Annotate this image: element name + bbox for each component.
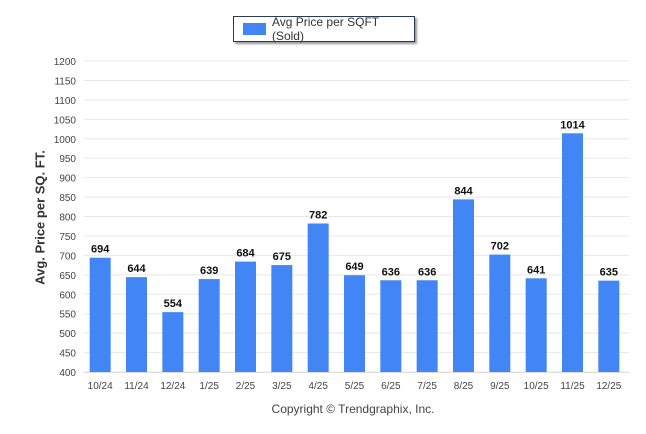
bar <box>344 275 365 372</box>
y-tick-label: 800 <box>59 213 76 224</box>
bar <box>453 199 474 372</box>
data-label: 635 <box>600 267 618 279</box>
data-label: 694 <box>91 244 110 256</box>
y-tick-label: 550 <box>59 310 76 321</box>
y-tick-label: 1200 <box>54 57 77 68</box>
y-axis-label: Avg. Price per SQ. FT. <box>32 150 48 285</box>
y-tick-label: 600 <box>59 290 76 301</box>
bar <box>307 223 329 372</box>
x-tick-label: 10/24 <box>88 381 113 392</box>
data-label: 554 <box>164 298 183 310</box>
y-tick-label: 1000 <box>54 135 77 146</box>
y-tick-label: 1100 <box>54 96 76 107</box>
x-tick-label: 1/25 <box>199 381 219 392</box>
x-tick-label: 8/25 <box>454 381 474 392</box>
legend-swatch <box>243 23 266 35</box>
data-label: 641 <box>527 264 545 276</box>
legend: Avg Price per SQFT (Sold) <box>233 15 415 43</box>
y-tick-label: 1050 <box>54 115 77 126</box>
x-tick-label: 5/25 <box>345 381 365 392</box>
data-label: 649 <box>345 261 363 273</box>
y-tick-label: 1150 <box>54 76 76 87</box>
bar <box>271 265 293 372</box>
bar <box>489 254 511 372</box>
data-label: 1014 <box>560 119 585 131</box>
x-tick-label: 4/25 <box>308 381 328 392</box>
y-tick-label: 950 <box>59 154 76 165</box>
y-tick-label: 750 <box>59 232 76 243</box>
legend-label: Avg Price per SQFT (Sold) <box>271 15 379 43</box>
y-tick-label: 450 <box>59 349 76 360</box>
bar <box>235 261 256 372</box>
y-tick-label: 650 <box>59 271 76 282</box>
y-tick-label: 850 <box>59 193 76 204</box>
x-tick-label: 12/24 <box>160 381 185 392</box>
bar <box>380 280 402 372</box>
x-tick-label: 12/25 <box>596 381 621 392</box>
data-label: 636 <box>418 266 436 278</box>
y-tick-label: 900 <box>59 174 76 185</box>
y-tick-label: 400 <box>59 368 76 379</box>
x-tick-label: 2/25 <box>236 381 256 392</box>
x-tick-label: 3/25 <box>272 381 292 392</box>
bar <box>416 280 438 372</box>
x-tick-label: 6/25 <box>381 381 401 392</box>
data-label: 844 <box>454 185 473 197</box>
data-label: 782 <box>309 209 327 221</box>
bar <box>89 257 111 372</box>
copyright: Copyright © Trendgraphix, Inc. <box>271 402 435 416</box>
y-tick-label: 700 <box>59 251 76 262</box>
x-tick-label: 9/25 <box>490 381 510 392</box>
data-label: 636 <box>382 266 400 278</box>
data-label: 644 <box>127 263 146 275</box>
x-tick-label: 11/24 <box>124 381 149 392</box>
bar <box>562 133 583 372</box>
y-tick-label: 500 <box>59 329 76 340</box>
x-tick-label: 7/25 <box>417 381 437 392</box>
data-label: 639 <box>200 265 218 277</box>
bar <box>598 280 620 372</box>
x-tick-label: 11/25 <box>560 381 585 392</box>
x-tick-label: 10/25 <box>524 381 549 392</box>
bar <box>525 278 547 372</box>
bar <box>162 312 184 372</box>
bar <box>126 277 147 372</box>
bar <box>198 279 220 372</box>
data-label: 675 <box>273 251 291 263</box>
data-label: 684 <box>236 248 255 260</box>
data-label: 702 <box>491 241 509 253</box>
